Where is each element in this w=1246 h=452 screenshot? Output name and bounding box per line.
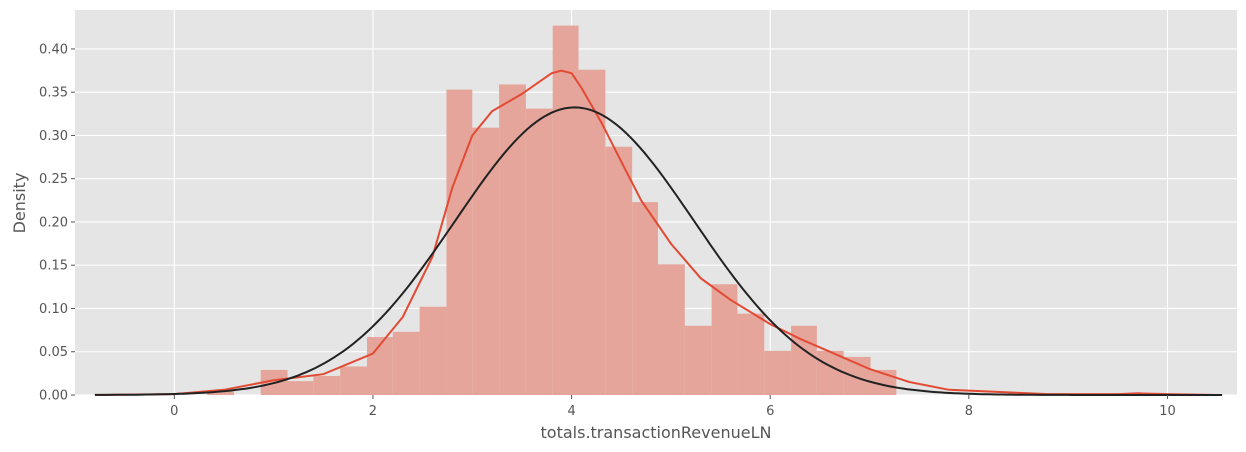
histogram-bar-12 — [552, 25, 579, 396]
histogram-bar-8 — [446, 89, 473, 395]
y-tick-label-2: 0.10 — [39, 302, 68, 317]
histogram-bar-16 — [657, 264, 685, 395]
x-tick-label-0: 0 — [170, 404, 178, 419]
y-tick-label-5: 0.25 — [39, 172, 68, 187]
histogram-bar-22 — [816, 350, 844, 395]
histogram-bar-7 — [419, 306, 447, 395]
histogram-bar-5 — [366, 337, 393, 395]
x-tick-label-2: 4 — [567, 404, 575, 419]
y-tick-label-4: 0.20 — [39, 215, 68, 230]
histogram-bar-18 — [711, 284, 738, 395]
axis-ticks: 0 2 4 6 8 10 0.00 0.05 0.10 0.15 0.20 0.25 0.30 0.35 0… — [39, 42, 1176, 419]
x-axis-label: totals.transactionRevenueLN — [541, 423, 772, 442]
y-tick-label-3: 0.15 — [39, 259, 68, 274]
histogram-bar-3 — [313, 375, 341, 395]
density-curves — [94, 69, 1223, 396]
x-tick-label-4: 8 — [965, 404, 973, 419]
histogram-bar-13 — [578, 69, 606, 396]
y-tick-label-1: 0.05 — [39, 345, 68, 360]
histogram-bar-11 — [525, 108, 553, 395]
histogram-bar-4 — [340, 366, 367, 395]
histogram-bar-2 — [287, 381, 314, 395]
x-tick-label-3: 6 — [766, 404, 774, 419]
x-tick-label-5: 10 — [1159, 404, 1176, 419]
histogram-bar-19 — [737, 313, 765, 395]
kde-curve — [94, 69, 1218, 396]
histogram-bar-0 — [207, 391, 234, 395]
histogram-bar-9 — [472, 127, 500, 396]
histogram-bar-10 — [499, 84, 526, 396]
y-axis-label: Density — [10, 173, 29, 234]
y-tick-label-7: 0.35 — [39, 86, 68, 101]
histogram-bar-15 — [632, 202, 658, 395]
y-tick-label-8: 0.40 — [39, 42, 68, 57]
histogram-bar-17 — [684, 325, 712, 395]
histogram-bar-20 — [764, 350, 792, 395]
normal-fit-curve — [94, 106, 1223, 396]
histogram-bars — [207, 25, 897, 396]
y-tick-label-0: 0.00 — [39, 389, 68, 404]
histogram-bar-6 — [392, 331, 420, 395]
histogram-bar-14 — [605, 146, 633, 395]
x-tick-label-1: 2 — [369, 404, 377, 419]
y-tick-label-6: 0.30 — [39, 129, 68, 144]
